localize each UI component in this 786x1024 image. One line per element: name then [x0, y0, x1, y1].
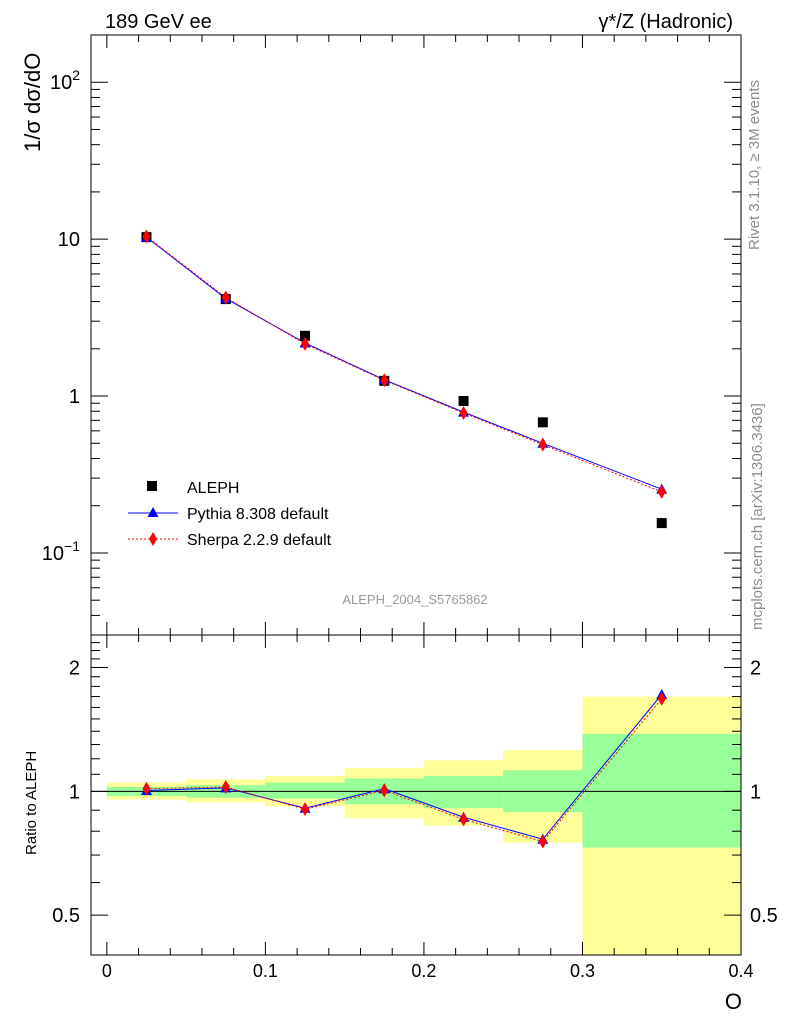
sherpa-ratio-point — [657, 691, 666, 706]
main-plot-area — [140, 229, 668, 529]
y-tick-label: 10 — [58, 229, 80, 251]
y-tick-label: 1 — [69, 386, 80, 408]
y-tick-label: 102 — [50, 67, 80, 94]
header-energy: 189 GeV ee — [105, 11, 212, 33]
mcplots-label: mcplots.cern.ch [arXiv:1306.3436] — [749, 403, 766, 630]
legend-marker-pythia — [147, 507, 159, 517]
sherpa-point — [142, 229, 151, 244]
aleph-data-point — [656, 518, 667, 529]
sherpa-ratio-point — [142, 781, 151, 796]
analysis-label: ALEPH_2004_S5765862 — [342, 592, 487, 607]
sherpa-point — [538, 437, 547, 452]
sherpa-ratio-point — [459, 812, 468, 827]
ratio-y-tick-label: 2 — [69, 658, 80, 680]
uncertainty-band-inner — [582, 733, 741, 848]
ratio-y-tick-label-right: 2 — [750, 658, 761, 680]
sherpa-ratio-point — [380, 783, 389, 798]
sherpa-ratio-point — [221, 779, 230, 794]
ratio-plot-area — [91, 688, 741, 955]
uncertainty-band-inner — [423, 775, 504, 809]
header-process: γ*/Z (Hadronic) — [599, 11, 733, 33]
sherpa-ratio-point — [538, 834, 547, 849]
sherpa-line — [146, 236, 662, 493]
sherpa-point — [657, 484, 666, 499]
legend-label-aleph: ALEPH — [187, 480, 239, 497]
ratio-y-tick-label: 0.5 — [52, 905, 80, 927]
ratio-y-tick-label: 1 — [69, 781, 80, 803]
aleph-data-point — [300, 330, 311, 341]
x-tick-label: 0.1 — [253, 961, 278, 981]
sherpa-point — [221, 290, 230, 305]
sherpa-ratio-point — [301, 802, 310, 817]
main-ylabel: 1/σ dσ/dO — [20, 53, 45, 152]
aleph-data-point — [458, 395, 469, 406]
x-tick-label: 0.2 — [411, 961, 436, 981]
legend-label-sherpa: Sherpa 2.2.9 default — [187, 532, 332, 549]
y-tick-label: 10−1 — [42, 538, 80, 565]
legend-label-pythia: Pythia 8.308 default — [187, 506, 329, 523]
ratio-frame — [90, 634, 742, 956]
ratio-xlabel: O — [725, 989, 742, 1014]
aleph-data-point — [537, 417, 548, 428]
x-tick-label: 0.3 — [570, 961, 595, 981]
pythia-line — [146, 236, 662, 490]
x-tick-label: 0.4 — [728, 961, 753, 981]
uncertainty-band-inner — [265, 782, 345, 799]
sherpa-point — [301, 336, 310, 351]
axes: 0 0.1 0.2 0.3 0.4 10−1 1 10 102 0.5 0.5 1 1 2 2 — [42, 34, 778, 981]
x-tick-label: 0 — [102, 961, 112, 981]
sherpa-point — [459, 405, 468, 420]
ratio-y-tick-label-right: 1 — [750, 781, 761, 803]
legend-marker-aleph — [147, 481, 157, 491]
legend-marker-sherpa — [149, 532, 157, 546]
rivet-version-label: Rivet 3.1.10, ≥ 3M events — [746, 80, 763, 250]
legend: ALEPH Pythia 8.308 default Sherpa 2.2.9 … — [128, 480, 332, 549]
ratio-y-tick-label-right: 0.5 — [750, 905, 778, 927]
sherpa-point — [380, 373, 389, 388]
ratio-ylabel: Ratio to ALEPH — [23, 751, 40, 855]
